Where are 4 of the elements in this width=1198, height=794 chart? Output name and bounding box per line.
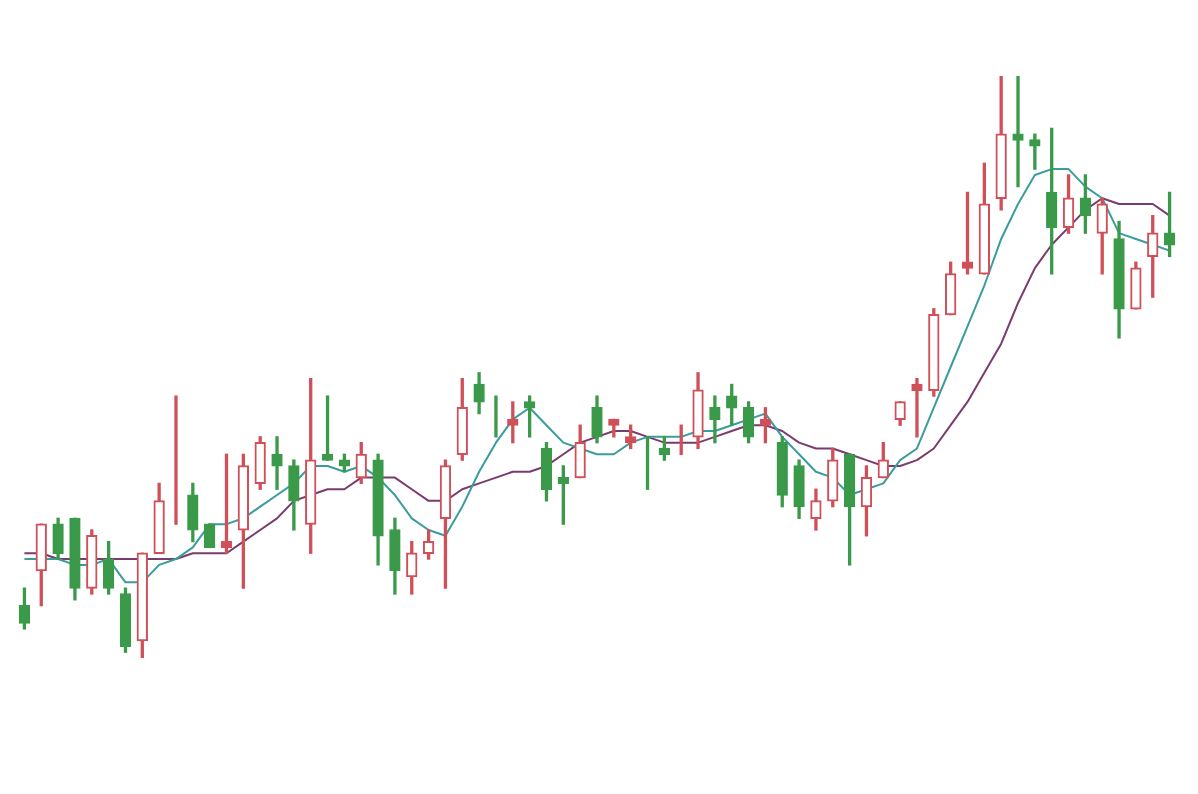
candlestick <box>1012 76 1024 188</box>
candlestick <box>1029 133 1041 170</box>
candlestick <box>911 377 923 438</box>
candlestick <box>271 436 283 490</box>
